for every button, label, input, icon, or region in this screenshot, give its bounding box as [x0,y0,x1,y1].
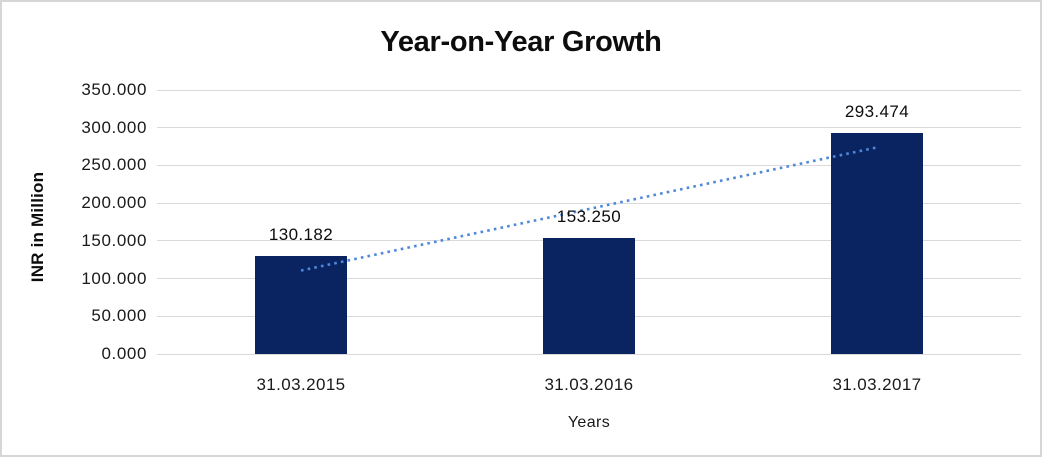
x-tick-label: 31.03.2017 [832,375,922,394]
gridline [157,202,1021,204]
trendline [300,146,878,272]
x-axis-title: Years [567,414,611,431]
bar-value-label: 130.182 [268,224,334,244]
y-axis-title: INR in Million [28,171,47,283]
gridline [157,164,1021,166]
plot-area [157,89,1021,355]
y-tick-label: 250.000 [81,155,147,175]
bar [255,255,347,354]
gridline [157,89,1021,91]
bar [831,132,923,354]
chart-title: Year-on-Year Growth [380,26,662,58]
gridline [157,353,1021,355]
bar-value-label: 293.474 [844,101,910,121]
y-tick-label: 350.000 [81,80,147,99]
bar [543,238,635,354]
x-tick-label: 31.03.2016 [544,375,634,394]
y-tick-label: 100.000 [81,268,147,288]
bar-value-label: 153.250 [556,207,622,227]
y-tick-label: 200.000 [81,193,147,213]
y-tick-label: 0.000 [101,344,147,363]
y-tick-label: 150.000 [81,230,147,250]
y-tick-label: 300.000 [81,117,147,137]
y-tick-label: 50.000 [91,306,147,326]
x-tick-label: 31.03.2015 [256,375,346,394]
gridline [157,127,1021,129]
